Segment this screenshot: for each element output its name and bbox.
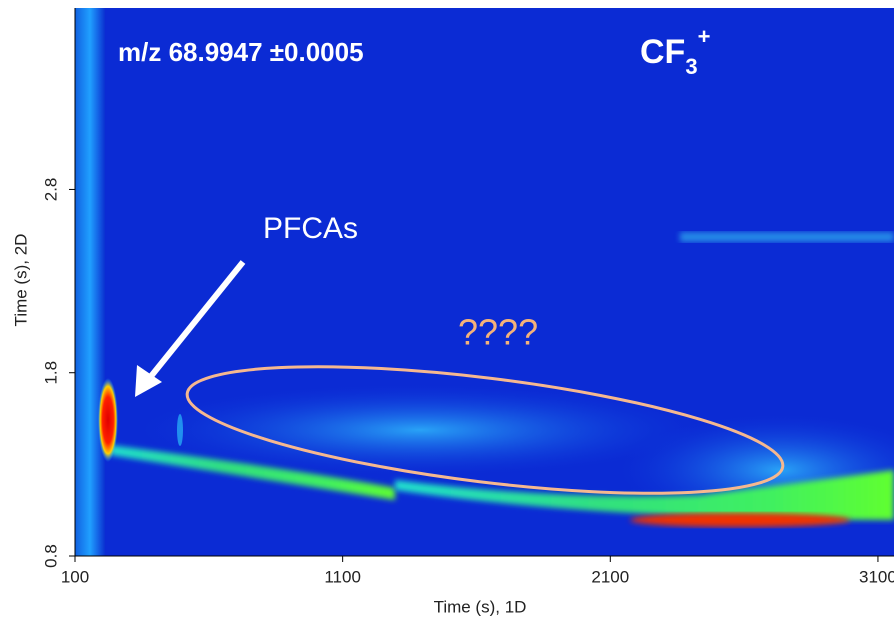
y-axis-label: Time (s), 2D	[11, 234, 30, 327]
x-tick-label: 1100	[324, 567, 361, 586]
ion-label: CF3+	[640, 24, 710, 79]
annotation: PFCAs	[263, 212, 358, 245]
arrow-head	[135, 365, 162, 397]
band	[110, 445, 395, 500]
plot-area	[75, 8, 894, 556]
x-tick-label: 2100	[591, 567, 629, 586]
band	[680, 232, 894, 242]
annotation: ????	[458, 312, 538, 353]
solvent-stripe	[75, 8, 105, 556]
band	[395, 470, 894, 520]
y-tick-label: 0.8	[41, 544, 60, 568]
peak	[630, 513, 850, 527]
arrow	[145, 260, 246, 382]
peak	[98, 378, 118, 462]
y-tick-label: 2.8	[41, 178, 60, 202]
ion-subscript: 3	[685, 54, 697, 79]
x-axis-label: Time (s), 1D	[434, 597, 527, 616]
peak	[177, 414, 183, 446]
y-tick-label: 1.8	[41, 361, 60, 385]
x-tick-label: 3100	[859, 567, 894, 586]
chart-title: m/z 68.9947 ±0.0005	[118, 37, 364, 67]
highlight-ellipse	[185, 365, 785, 495]
glow	[140, 385, 700, 475]
ion-base: CF	[640, 33, 685, 71]
x-tick-label: 100	[61, 567, 89, 586]
ion-superscript: +	[698, 24, 711, 49]
